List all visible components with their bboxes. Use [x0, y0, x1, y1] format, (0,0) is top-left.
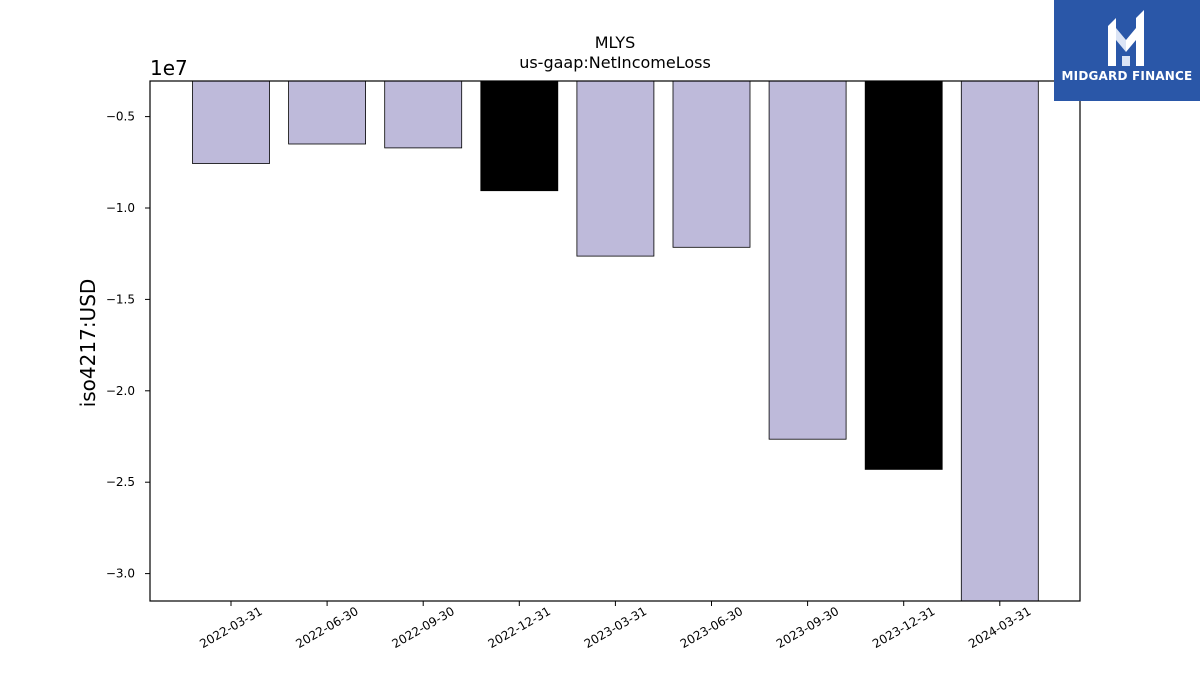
- x-tick-label: 2023-06-30: [678, 604, 745, 651]
- chart-title: MLYS: [594, 33, 636, 52]
- y-tick-label: −2.0: [106, 384, 135, 398]
- x-tick-label: 2022-09-30: [389, 604, 456, 651]
- midgard-logo-icon: [1108, 10, 1144, 66]
- bar-2022-12-31: [480, 80, 559, 192]
- bar-2022-09-30: [384, 80, 463, 149]
- y-axis-label: iso4217:USD: [76, 279, 100, 408]
- x-tick-label: 2023-12-31: [870, 604, 937, 651]
- chart-subtitle: us-gaap:NetIncomeLoss: [519, 53, 711, 72]
- x-tick-label: 2022-03-31: [197, 604, 264, 651]
- plot-area-frame: [149, 80, 1081, 602]
- bars-group: [192, 80, 1039, 602]
- bar-2023-06-30: [672, 80, 751, 248]
- bar-2023-03-31: [576, 80, 655, 257]
- x-tick-label: 2023-09-30: [774, 604, 841, 651]
- bar-2023-12-31: [864, 80, 943, 470]
- y-tick-label: −3.0: [106, 567, 135, 581]
- y-tick-label: −2.5: [106, 475, 135, 489]
- bar-2022-03-31: [192, 80, 270, 164]
- brand-logo: MIDGARD FINANCE: [1054, 0, 1200, 101]
- x-ticks-group: 2022-03-31 2022-06-30 2022-09-30 2022-12-31…: [197, 601, 1034, 651]
- bar-2022-06-30: [288, 80, 367, 145]
- y-tick-label: −1.5: [106, 292, 135, 306]
- y-axis-offset-label: 1e7: [150, 56, 188, 80]
- x-tick-label: 2024-03-31: [966, 604, 1033, 651]
- bar-2023-09-30: [768, 80, 847, 440]
- y-tick-label: −1.0: [106, 201, 135, 215]
- brand-name: MIDGARD FINANCE: [1061, 69, 1193, 83]
- x-tick-label: 2022-12-31: [486, 604, 553, 651]
- x-tick-label: 2022-06-30: [293, 604, 360, 651]
- y-tick-label: −0.5: [106, 110, 135, 124]
- x-tick-label: 2023-03-31: [582, 604, 649, 651]
- bar-2024-03-31: [960, 80, 1039, 602]
- y-ticks-group: −3.0 −2.5 −2.0 −1.5 −1.0 −0.5: [106, 110, 150, 581]
